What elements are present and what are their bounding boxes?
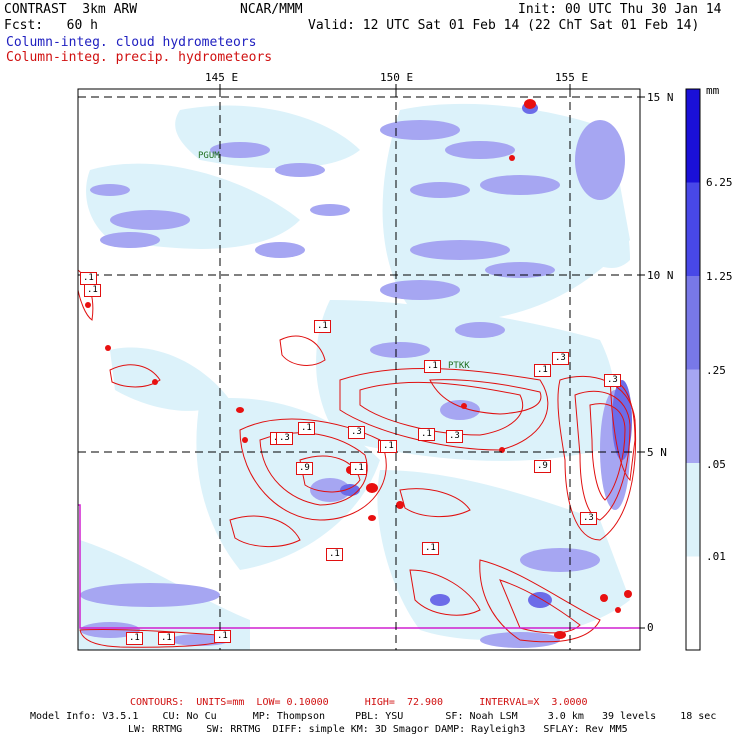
model-title: CONTRAST 3km ARW [4,2,138,17]
contour-label: .1 [158,632,175,645]
colorbar [685,88,701,651]
contour-label: .1 [534,364,551,377]
cloud-field-label: Column-integ. cloud hydrometeors [6,35,257,50]
lon-label-150: 150 E [380,71,414,84]
init-time: Init: 00 UTC Thu 30 Jan 14 [518,2,722,17]
precip-field-label: Column-integ. precip. hydrometeors [6,50,273,65]
contour-label: .1 [380,440,397,453]
colorbar-unit: mm [706,84,720,97]
contour-label: .1 [350,462,367,475]
colorbar-swatch [686,463,700,557]
contour-label: .1 [80,272,97,285]
contour-label: .3 [580,512,597,525]
colorbar-level-0.05: .05 [706,458,726,471]
lon-label-145: 145 E [205,71,239,84]
contour-label: .3 [276,432,293,445]
colorbar-swatch [686,276,700,370]
colorbar-swatch [686,556,700,650]
station-ptkk: PTKK [448,361,470,371]
forecast-hour: Fcst: 60 h [4,18,98,33]
contour-label: .1 [126,632,143,645]
contour-label: .1 [214,630,231,643]
contour-label: .3 [446,430,463,443]
contour-label: .1 [424,360,441,373]
contour-label: .1 [326,548,343,561]
contour-label: .1 [422,542,439,555]
physics-info: LW: RRTMG SW: RRTMG DIFF: simple KM: 3D … [128,724,628,735]
colorbar-level-1.25: 1.25 [706,270,733,283]
lat-label-15n: 15 N [647,91,674,104]
valid-time: Valid: 12 UTC Sat 01 Feb 14 (22 ChT Sat … [308,18,700,33]
lat-label-0: 0 [647,621,654,634]
colorbar-swatch [686,369,700,463]
lat-label-10n: 10 N [647,269,674,282]
colorbar-swatch [686,182,700,276]
colorbar-level-6.25: 6.25 [706,176,733,189]
contour-label: .1 [84,284,101,297]
contour-label: .9 [534,460,551,473]
contours-info: CONTOURS: UNITS=mm LOW= 0.10000 HIGH= 72… [130,697,588,708]
organization-label: NCAR/MMM [240,2,303,17]
lat-label-5n: 5 N [647,446,667,459]
contour-label: .3 [604,374,621,387]
contour-label: .1 [298,422,315,435]
lon-label-155: 155 E [555,71,589,84]
lat-lon-grid [78,89,640,650]
colorbar-level-0.25: .25 [706,364,726,377]
colorbar-swatch [686,89,700,183]
cloud-shading [78,89,640,650]
contour-label: .1 [418,428,435,441]
contour-label: .3 [348,426,365,439]
station-pgum: PGUM [198,151,220,161]
colorbar-level-0.01: .01 [706,550,726,563]
contour-label: .1 [314,320,331,333]
contour-label: .3 [552,352,569,365]
model-info: Model Info: V3.5.1 CU: No Cu MP: Thompso… [30,711,717,722]
contour-label: .9 [296,462,313,475]
